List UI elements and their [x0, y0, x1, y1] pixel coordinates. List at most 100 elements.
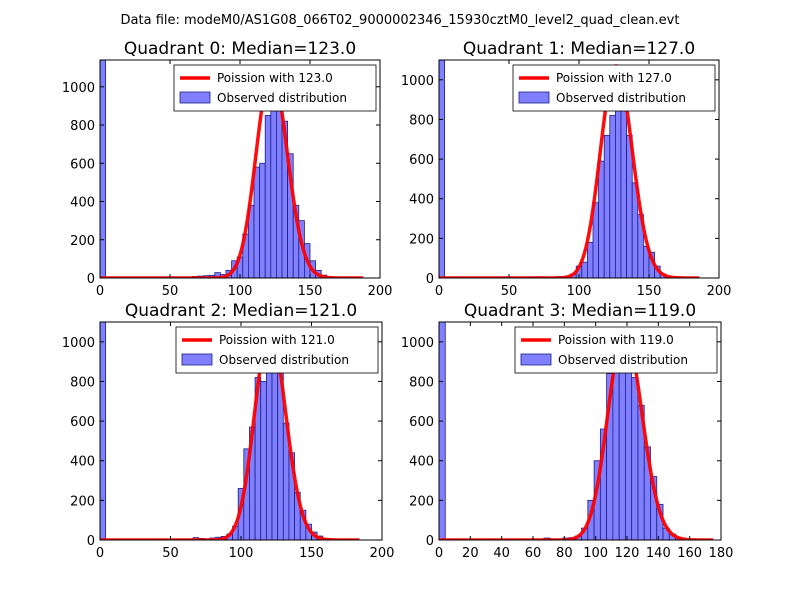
legend-label: Poission with 127.0	[556, 71, 672, 85]
x-tick-label: 20	[462, 546, 479, 561]
y-tick-label: 0	[426, 272, 434, 287]
y-tick-label: 600	[70, 157, 95, 172]
plot-area	[439, 60, 700, 278]
histogram-bar	[253, 166, 260, 278]
y-tick-label: 1000	[401, 74, 434, 89]
legend-label: Poission with 119.0	[558, 333, 674, 347]
x-tick-label: 120	[615, 546, 640, 561]
x-tick-label: 100	[229, 546, 254, 561]
histogram-bar	[270, 94, 277, 278]
x-tick-label: 60	[525, 546, 542, 561]
y-tick-label: 400	[70, 196, 95, 211]
poisson-curve	[100, 69, 364, 278]
y-tick-label: 600	[70, 415, 95, 430]
panel-title: Quadrant 0: Median=123.0	[124, 39, 356, 59]
y-tick-label: 0	[87, 272, 95, 287]
poisson-curve	[439, 330, 714, 540]
legend-bar-swatch	[518, 91, 550, 104]
legend: Poission with 127.0 Observed distribution	[512, 64, 716, 112]
histogram-bar	[439, 322, 446, 540]
plot-area	[100, 322, 360, 540]
x-tick-label: 160	[677, 546, 702, 561]
y-tick-label: 1000	[62, 336, 95, 351]
x-tick-label: 0	[435, 546, 443, 561]
y-tick-label: 1000	[401, 336, 434, 351]
panel-title: Quadrant 3: Median=119.0	[464, 301, 696, 321]
legend: Poission with 119.0 Observed distribution	[514, 326, 718, 374]
legend: Poission with 121.0 Observed distribution	[175, 326, 379, 374]
x-tick-label: 200	[707, 284, 732, 299]
x-tick-label: 150	[637, 284, 662, 299]
histogram-bar	[598, 160, 605, 278]
x-tick-label: 150	[298, 284, 323, 299]
histogram-bar	[271, 353, 279, 540]
y-tick-label: 1000	[62, 81, 95, 96]
histogram-bar	[620, 109, 627, 278]
legend-label: Poission with 123.0	[217, 71, 333, 85]
y-tick-label: 0	[426, 534, 434, 549]
histogram-bar	[581, 261, 588, 278]
chart-panel-3: 0 20 40 60 80 100 120 140 160 180 0 200 400 600 800 100…	[401, 301, 734, 561]
legend-label: Observed distribution	[217, 91, 347, 105]
y-tick-label: 200	[70, 234, 95, 249]
legend-label: Observed distribution	[219, 353, 349, 367]
histogram-bar	[260, 381, 267, 540]
x-tick-label: 200	[368, 284, 393, 299]
histogram-bar	[618, 345, 626, 540]
y-tick-label: 400	[409, 455, 434, 470]
y-tick-label: 800	[409, 375, 434, 390]
y-tick-label: 800	[409, 113, 434, 128]
legend-label: Poission with 121.0	[219, 333, 335, 347]
x-tick-label: 80	[556, 546, 573, 561]
chart-panel-1: 0 50 100 150 200 0 200 400 600 800 1000 Quadrant 1:…	[401, 39, 732, 299]
histogram-bar	[625, 349, 633, 540]
panel-title: Quadrant 1: Median=127.0	[463, 39, 695, 59]
histogram-bar	[439, 60, 445, 278]
panel-title: Quadrant 2: Median=121.0	[125, 301, 357, 321]
x-tick-label: 100	[583, 546, 608, 561]
x-tick-label: 50	[162, 284, 179, 299]
y-tick-label: 200	[409, 232, 434, 247]
axes-frame	[438, 321, 722, 541]
x-tick-label: 140	[646, 546, 671, 561]
x-tick-label: 150	[299, 546, 324, 561]
legend-bar-swatch	[520, 353, 552, 366]
histogram-bar	[631, 377, 639, 540]
legend-bar-swatch	[181, 353, 213, 366]
x-tick-label: 100	[567, 284, 592, 299]
y-tick-label: 200	[409, 494, 434, 509]
figure-title: Data file: modeM0/AS1G08_066T02_90000023…	[121, 13, 680, 28]
y-tick-label: 800	[70, 375, 95, 390]
x-tick-label: 50	[162, 546, 179, 561]
y-tick-label: 400	[70, 455, 95, 470]
x-tick-label: 50	[501, 284, 518, 299]
y-tick-label: 600	[409, 415, 434, 430]
chart-panel-0: 0 50 100 150 200 0 200 400 600 800 1000 Quadrant 0:…	[62, 39, 393, 299]
y-tick-label: 400	[409, 193, 434, 208]
histogram-bar	[259, 162, 266, 278]
histogram-bar	[587, 241, 594, 278]
histogram-bar	[609, 115, 616, 278]
histogram-bar	[100, 60, 106, 278]
legend-bar-swatch	[179, 91, 211, 104]
poisson-curve	[100, 328, 360, 540]
x-tick-label: 200	[370, 546, 395, 561]
y-tick-label: 200	[70, 494, 95, 509]
histogram-bar	[603, 134, 611, 278]
x-tick-label: 0	[435, 284, 443, 299]
legend: Poission with 123.0 Observed distribution	[173, 64, 377, 112]
poisson-curve	[439, 64, 700, 278]
legend-label: Observed distribution	[556, 91, 686, 105]
legend-label: Observed distribution	[558, 353, 688, 367]
histogram-bar	[100, 322, 107, 540]
y-tick-label: 600	[409, 153, 434, 168]
chart-panel-2: 0 50 100 150 200 0 200 400 600 800 1000 Quadrant 2:…	[62, 301, 395, 561]
plot-area	[100, 60, 364, 278]
x-tick-label: 180	[709, 546, 734, 561]
histogram-bar	[264, 115, 272, 278]
plot-area	[439, 322, 714, 540]
x-tick-label: 0	[96, 546, 104, 561]
y-tick-label: 800	[70, 119, 95, 134]
x-tick-label: 100	[228, 284, 253, 299]
